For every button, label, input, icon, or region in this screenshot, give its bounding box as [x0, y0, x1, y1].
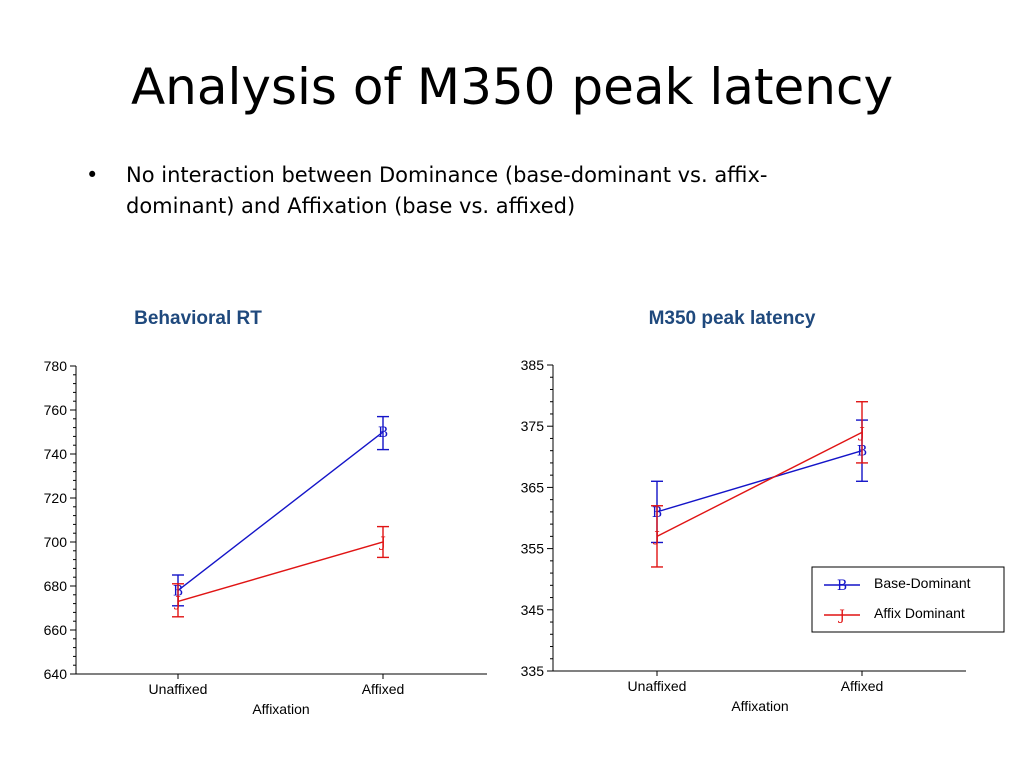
chart2-y-tick-label: 355 [521, 541, 545, 557]
chart1-x-category-label: Affixed [362, 681, 405, 697]
chart-title-m350-latency: M350 peak latency [648, 308, 816, 329]
bullet-marker: • [86, 163, 99, 187]
slide-title: Analysis of M350 peak latency [130, 58, 894, 116]
chart2-y-tick-label: 335 [521, 663, 545, 679]
chart2-legend-marker: J [837, 608, 845, 624]
chart2-y-tick-label: 345 [521, 602, 545, 618]
chart1-data-point: B [378, 425, 388, 441]
chart1-series-line [177, 431, 384, 591]
chart2-legend-box [811, 566, 1005, 633]
chart1-series-line [177, 541, 384, 603]
chart1-y-tick-label: 780 [44, 358, 68, 374]
chart1-x-category-label: Unaffixed [149, 681, 208, 697]
chart2-series-line [656, 450, 863, 513]
chart2-legend-label: Affix Dominant [874, 605, 965, 621]
chart2-legend-label: Base-Dominant [874, 575, 971, 591]
chart1-y-tick-label: 740 [44, 446, 68, 462]
bullet-text: No interaction between Dominance (base-d… [126, 163, 768, 218]
chart2-y-tick-label: 385 [521, 357, 545, 373]
chart2-x-axis-label: Affixation [731, 698, 788, 714]
chart2-y-tick-label: 375 [521, 418, 545, 434]
chart1-y-tick-label: 700 [44, 534, 68, 550]
chart2-legend-marker: B [837, 578, 847, 594]
chart2-x-category-label: Unaffixed [628, 678, 687, 694]
chart1-y-tick-label: 760 [44, 402, 68, 418]
chart2-data-point: J [652, 529, 660, 545]
chart1-data-point: J [378, 535, 386, 551]
chart1-data-point: J [173, 594, 181, 610]
chart-title-behavioral-rt: Behavioral RT [134, 308, 262, 329]
chart2-x-category-label: Affixed [841, 678, 884, 694]
chart1-y-tick-label: 660 [44, 622, 68, 638]
chart1-y-tick-label: 680 [44, 578, 68, 594]
chart1-y-tick-label: 640 [44, 666, 68, 682]
chart2-series-line [656, 431, 863, 537]
chart1-y-tick-label: 720 [44, 490, 68, 506]
chart2-data-point: J [857, 425, 865, 441]
chart1-x-axis-label: Affixation [252, 701, 309, 717]
chart2-y-tick-label: 365 [521, 479, 545, 495]
